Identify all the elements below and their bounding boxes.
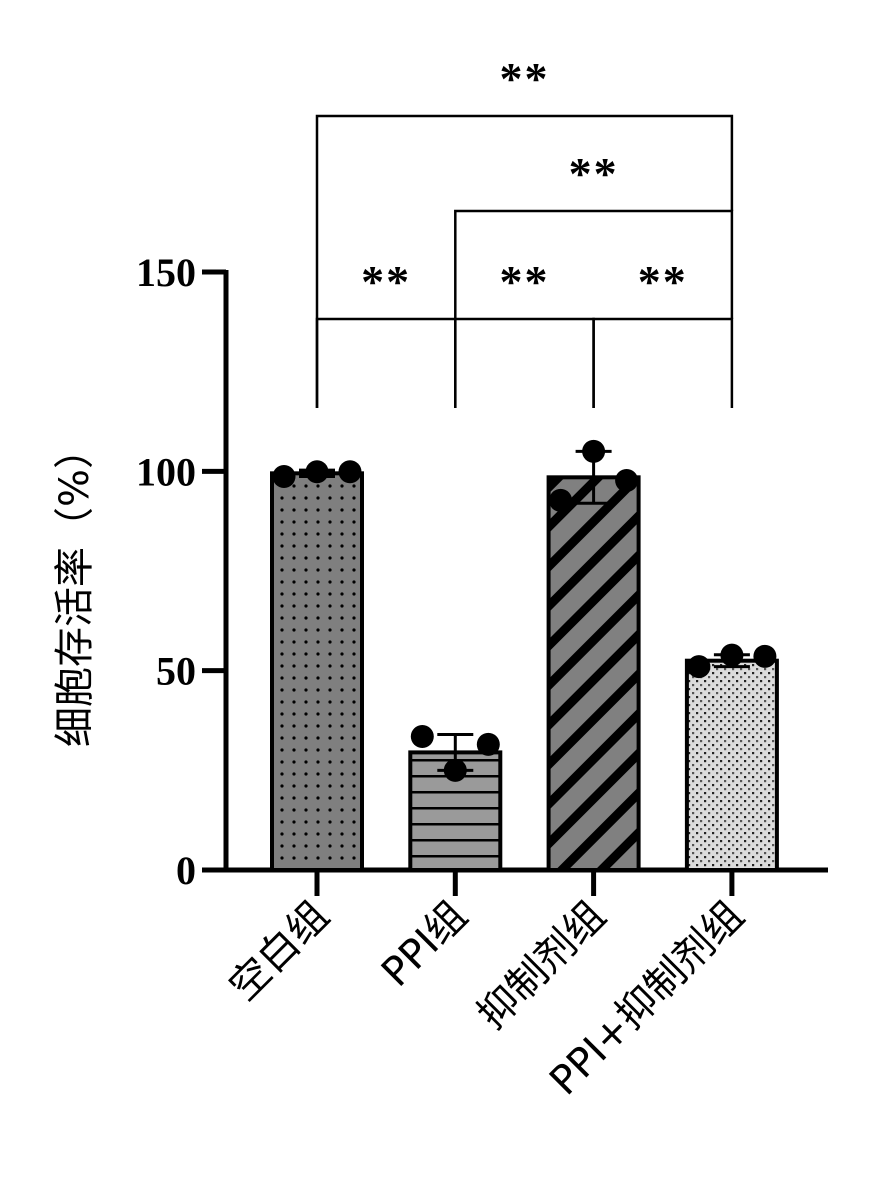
category-label: 抑制剂组 (469, 893, 615, 1039)
significance-label: ** (569, 148, 619, 199)
significance-bracket (454, 317, 595, 408)
data-point (549, 488, 573, 512)
y-tick-label: 0 (176, 848, 196, 893)
data-point (272, 465, 296, 489)
significance-bracket (315, 317, 457, 408)
data-point (305, 460, 329, 484)
significance-label: ** (361, 256, 411, 307)
data-point (615, 469, 639, 493)
significance-bracket (454, 209, 734, 319)
data-point (582, 439, 606, 463)
significance-bracket (592, 317, 734, 408)
category-label: 空白组 (221, 893, 338, 1010)
bar (270, 471, 364, 872)
data-point (410, 724, 434, 748)
y-tick-label: 50 (156, 649, 196, 694)
significance-bracket (315, 114, 734, 408)
data-point (687, 655, 711, 679)
bar (546, 475, 641, 872)
significance-label: ** (499, 256, 549, 307)
y-axis-label: 细胞存活率（%） (52, 429, 98, 747)
significance-label: ** (638, 256, 688, 307)
data-point (753, 644, 777, 668)
data-point (720, 643, 744, 667)
significance-label: ** (499, 53, 549, 104)
y-tick-label: 150 (136, 250, 196, 295)
bar (684, 658, 779, 873)
data-point (338, 460, 362, 484)
category-label: PPI组 (373, 893, 476, 996)
data-point (476, 732, 500, 756)
data-point (443, 758, 467, 782)
y-tick-label: 100 (136, 449, 196, 494)
